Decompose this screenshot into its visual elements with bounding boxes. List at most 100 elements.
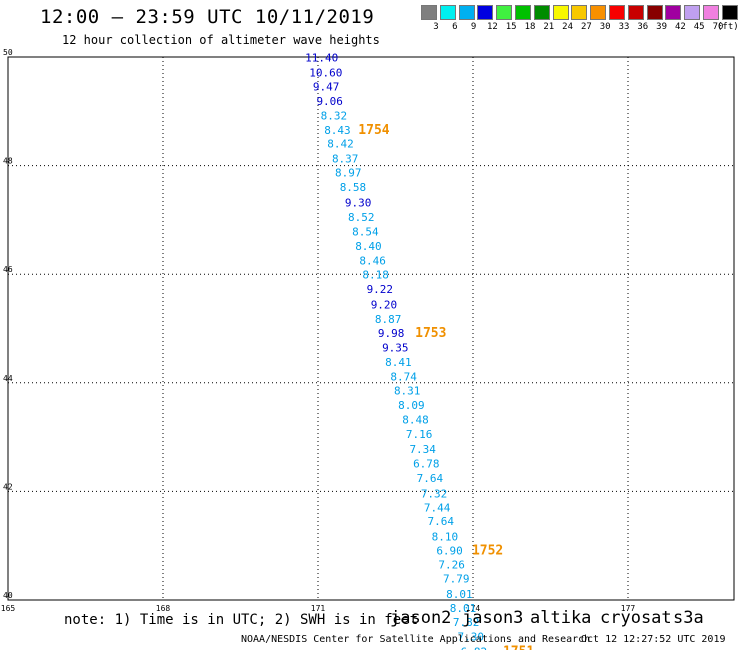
legend-swatch: [609, 5, 625, 20]
legend-label: 24: [562, 22, 574, 32]
map-frame: [7, 56, 735, 601]
swh-value: 7.32: [421, 487, 448, 500]
swh-value: 8.01: [450, 602, 477, 615]
legend-label: 15: [505, 22, 517, 32]
legend-swatch: [439, 5, 456, 20]
legend-unit: (ft): [717, 22, 739, 32]
legend-label: 21: [543, 22, 555, 32]
swh-value: 8.32: [321, 109, 348, 122]
legend-swatch: [496, 5, 513, 20]
legend-label: 70: [712, 22, 724, 32]
legend-swatch: [533, 5, 550, 20]
lat-tick-label: 50: [3, 48, 13, 57]
legend-label: 42: [674, 22, 686, 32]
legend-swatch: [515, 5, 531, 20]
pass-number: 1754: [358, 123, 389, 138]
legend-swatch: [477, 5, 494, 20]
swh-value: 9.98: [378, 327, 405, 340]
lon-tick-label: 171: [311, 604, 326, 613]
legend-swatch: [665, 5, 682, 20]
swh-value: 8.42: [327, 138, 354, 151]
lon-tick-label: 168: [156, 604, 171, 613]
swh-value: 6.82: [461, 645, 488, 650]
swh-value: 7.16: [406, 428, 433, 441]
swh-value: 8.31: [394, 385, 421, 398]
lat-tick-label: 48: [3, 157, 13, 166]
swh-value: 7.82: [453, 616, 480, 629]
swh-value: 8.43: [324, 124, 351, 137]
legend-swatch: [721, 5, 738, 20]
swh-value: 8.48: [402, 414, 429, 427]
swh-value: 8.87: [375, 313, 402, 326]
swh-value: 7.26: [438, 559, 465, 572]
swh-value: 8.09: [398, 399, 425, 412]
legend-swatch: [684, 5, 701, 20]
legend-label: 33: [618, 22, 630, 32]
swh-value: 7.30: [458, 631, 485, 644]
swh-value: 9.47: [313, 81, 340, 94]
lat-lon-grid: [7, 56, 735, 601]
pass-number-labels: 1754 1753 1752 1751: [358, 123, 534, 650]
swh-value: 6.78: [413, 458, 440, 471]
swh-value: 8.40: [355, 240, 382, 253]
pass-number: 1751: [503, 644, 534, 650]
chart-title: 12:00 – 23:59 UTC 10/11/2019: [40, 6, 375, 28]
swh-value: 8.37: [332, 152, 359, 165]
swh-value: 8.18: [362, 269, 389, 282]
legend-label: 36: [637, 22, 649, 32]
legend-swatch: [703, 5, 719, 20]
swh-value: 8.58: [340, 181, 367, 194]
legend-label: 45: [693, 22, 705, 32]
lat-tick-label: 44: [3, 374, 13, 383]
swh-value: 8.54: [352, 226, 379, 239]
swh-value: 9.22: [367, 283, 394, 296]
legend-label: 30: [599, 22, 611, 32]
swh-value: 10.60: [309, 67, 342, 80]
swh-value: 7.64: [428, 515, 455, 528]
swh-value: 8.01: [446, 588, 473, 601]
swh-value: 9.30: [345, 196, 372, 209]
satellite-s3a: s3a: [673, 608, 704, 628]
legend-label: 27: [580, 22, 592, 32]
swh-value: 8.52: [348, 211, 375, 224]
legend-label: 12: [486, 22, 498, 32]
swh-value: 8.97: [335, 166, 362, 179]
swh-value: 7.34: [409, 443, 436, 456]
satellite-altika: altika: [530, 608, 592, 628]
legend-swatch: [571, 5, 588, 20]
swh-value: 7.64: [417, 472, 444, 485]
swh-value: 11.40: [305, 51, 338, 64]
swh-readings: 11.40 10.609.479.068.32 8.438.428.378.97 8.…: [305, 51, 487, 650]
chart-subtitle: 12 hour collection of altimeter wave hei…: [62, 33, 380, 47]
swh-value: 9.06: [316, 95, 343, 108]
lat-tick-label: 46: [3, 265, 13, 274]
swh-value: 9.35: [382, 341, 409, 354]
legend-swatch: [646, 5, 663, 20]
swh-value: 7.44: [424, 501, 451, 514]
lon-tick-label: 177: [621, 604, 636, 613]
legend-label: 9: [470, 22, 477, 32]
satellite-jason2: jason2: [390, 608, 452, 628]
legend-swatch: [421, 5, 437, 20]
legend-swatch: [590, 5, 607, 20]
lon-tick-label: 174: [466, 604, 481, 613]
satellite-cryosat: cryosat: [600, 608, 672, 628]
legend-label: 3: [433, 22, 439, 32]
legend-swatch: [627, 5, 644, 20]
lat-tick-label: 42: [3, 482, 13, 491]
swh-value: 6.90: [436, 544, 463, 557]
satellite-jason3: jason3: [462, 608, 524, 628]
legend-label: 18: [524, 22, 536, 32]
lon-tick-label: 165: [1, 604, 16, 613]
swh-value: 8.10: [432, 530, 459, 543]
generation-timestamp: Oct 12 12:27:52 UTC 2019: [581, 634, 726, 645]
lat-tick-label: 40: [3, 591, 13, 600]
legend-swatch: [552, 5, 569, 20]
units-note: note: 1) Time is in UTC; 2) SWH is in fe…: [64, 612, 419, 628]
legend-label: 39: [656, 22, 668, 32]
swh-value: 7.79: [443, 573, 470, 586]
swh-value: 9.20: [371, 298, 398, 311]
pass-number: 1753: [415, 326, 446, 341]
legend-label: 6: [452, 22, 458, 32]
